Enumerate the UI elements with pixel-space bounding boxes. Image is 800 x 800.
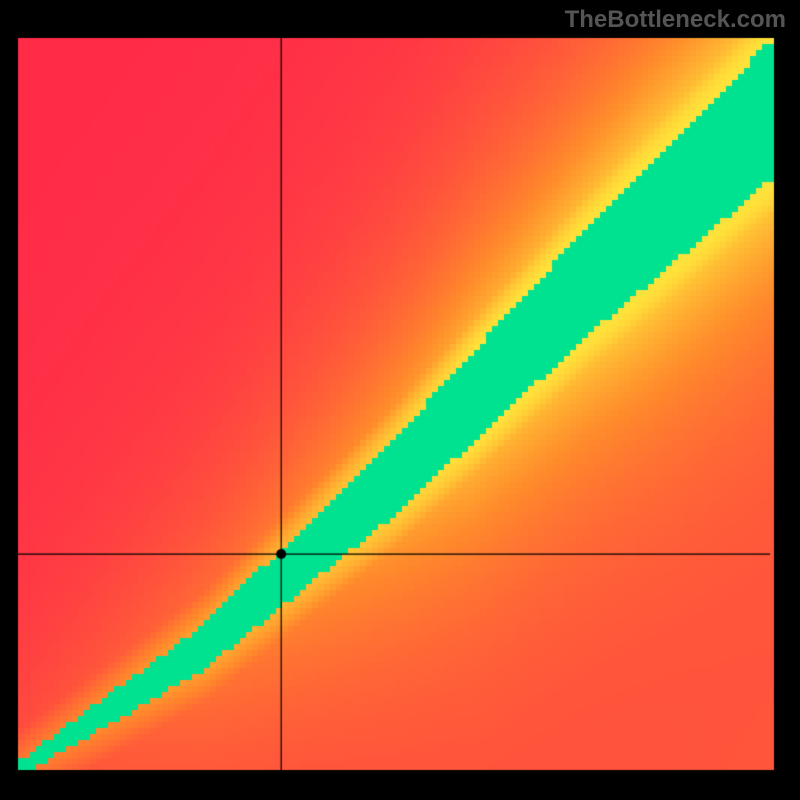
watermark-text: TheBottleneck.com — [565, 6, 786, 34]
bottleneck-heatmap — [0, 0, 800, 800]
chart-container: TheBottleneck.com — [0, 0, 800, 800]
